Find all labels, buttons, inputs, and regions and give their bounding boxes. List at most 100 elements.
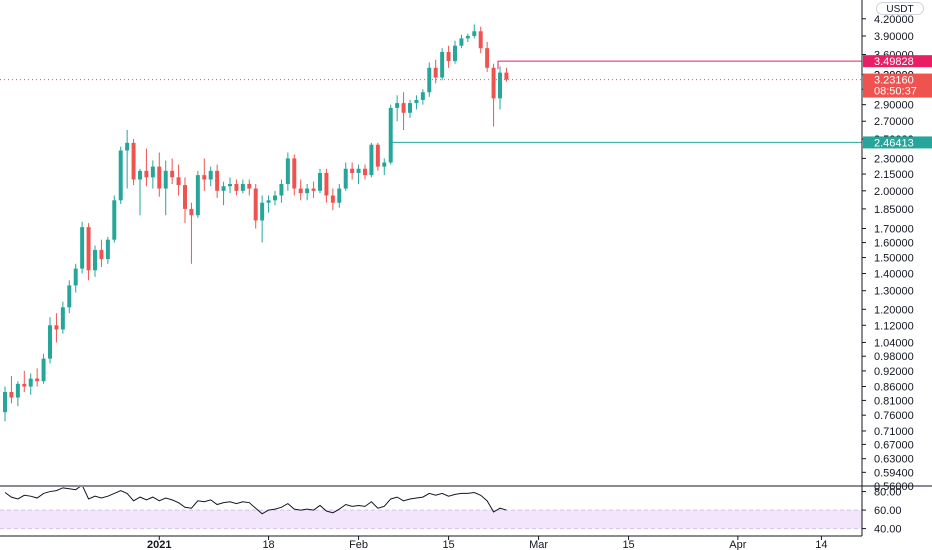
rsi-tick-label: 40.00	[874, 524, 902, 536]
price-tick-label: 0.81000	[874, 395, 914, 407]
candle-body	[356, 168, 361, 173]
candle-body	[163, 170, 168, 189]
candle-body	[343, 168, 348, 189]
candle-body	[440, 51, 445, 78]
candle-body	[73, 268, 78, 286]
candle-body	[285, 158, 290, 184]
price-tick-label: 2.30000	[874, 153, 914, 165]
support-badge-bg	[863, 136, 932, 149]
candle-body	[504, 72, 509, 80]
candle-body	[93, 249, 97, 271]
candle-body	[298, 188, 303, 194]
candle-body	[144, 170, 149, 178]
candle-body	[150, 166, 155, 178]
candle-body	[408, 103, 412, 113]
candle-body	[459, 38, 464, 46]
candle-body	[279, 183, 284, 196]
candle-body	[54, 325, 59, 330]
price-tick-label: 1.50000	[874, 253, 914, 265]
time-tick-label: 18	[262, 539, 274, 550]
candle-body	[157, 166, 162, 189]
candle-body	[15, 383, 20, 398]
candle-body	[414, 99, 419, 104]
candle-body	[80, 227, 85, 269]
time-tick-label: 15	[622, 539, 634, 550]
candle-body	[427, 67, 432, 93]
candle-body	[183, 185, 187, 209]
price-tick-label: 2.15000	[874, 169, 914, 181]
candle-body	[273, 195, 277, 201]
candle-body	[22, 383, 27, 387]
currency-label[interactable]: USDT	[876, 2, 924, 15]
candle-body	[260, 202, 265, 221]
price-tick-label: 1.04000	[874, 337, 914, 349]
candle-body	[446, 51, 451, 62]
candle-body	[60, 307, 65, 330]
resistance-badge: 3.49828	[863, 55, 932, 68]
candle-body	[3, 391, 7, 413]
price-tick-label: 1.20000	[874, 304, 914, 316]
candle-body	[478, 31, 483, 49]
candle-body	[465, 35, 470, 39]
candle-body	[41, 358, 46, 382]
candle-body	[420, 92, 425, 100]
time-tick-label: 14	[815, 539, 827, 550]
candle-body	[433, 67, 438, 78]
time-axis[interactable]: 2021 18 Feb 15 Mar 15 Apr 14	[0, 535, 862, 550]
candle-body	[395, 103, 400, 108]
candle-body	[266, 200, 271, 203]
candle-body	[330, 195, 335, 203]
price-tick-label: 0.92000	[874, 366, 914, 378]
support-badge-text: 2.46413	[874, 137, 914, 149]
candle-body	[215, 170, 220, 191]
candle-body	[324, 172, 329, 196]
candle-body	[86, 227, 91, 271]
candle-body	[350, 168, 355, 173]
candle-body	[472, 31, 477, 36]
candle-body	[195, 175, 200, 216]
price-tick-label: 0.71000	[874, 426, 914, 438]
candle-body	[485, 48, 490, 68]
candle-body	[189, 208, 194, 216]
price-pane[interactable]	[0, 24, 862, 422]
candle-body	[118, 150, 123, 201]
price-tick-label: 1.30000	[874, 286, 914, 298]
rsi-line	[4, 487, 507, 515]
resistance-badge-text: 3.49828	[874, 56, 914, 68]
candle-body	[318, 172, 322, 191]
price-tick-label: 1.85000	[874, 204, 914, 216]
support-badge: 2.46413	[863, 136, 932, 149]
candle-body	[453, 45, 457, 62]
candle-body	[363, 168, 367, 176]
price-tick-label: 3.90000	[874, 31, 914, 43]
price-tick-label: 1.60000	[874, 238, 914, 250]
last-price-countdown: 08:50:37	[874, 86, 917, 98]
candle-body	[105, 239, 110, 260]
candle-body	[369, 144, 374, 176]
candle-body	[247, 183, 252, 189]
rsi-pane	[0, 485, 932, 530]
candle-body	[388, 107, 393, 163]
candle-body	[9, 391, 14, 398]
candle-body	[28, 378, 33, 387]
candle-body	[221, 186, 226, 191]
time-tick-label: 15	[442, 539, 454, 550]
rsi-tick-label: 80.00	[874, 487, 902, 499]
price-tick-label: 0.56000	[874, 481, 914, 493]
price-tick-label: 0.76000	[874, 410, 914, 422]
price-tick-label: 0.98000	[874, 351, 914, 363]
candle-body	[99, 249, 104, 260]
candle-body	[491, 67, 496, 99]
candle-body	[337, 188, 342, 203]
price-tick-label: 0.86000	[874, 382, 914, 394]
candle-body	[138, 170, 142, 180]
candle-body	[112, 200, 117, 240]
candle-body	[35, 378, 40, 382]
candle-body	[208, 170, 213, 180]
price-tick-label: 4.20000	[874, 14, 914, 26]
last-price-value: 3.23160	[874, 75, 914, 87]
price-tick-label: 1.40000	[874, 269, 914, 281]
price-tick-label: 2.70000	[874, 116, 914, 128]
